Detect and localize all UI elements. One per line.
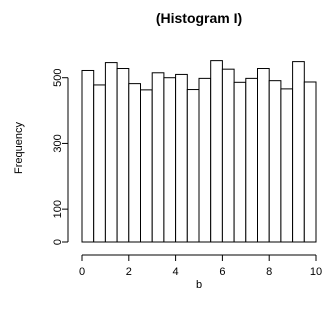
histogram-bar [257, 68, 270, 243]
histogram-bar [245, 77, 259, 243]
x-tick-label: 6 [219, 266, 225, 278]
x-tick-label: 0 [79, 266, 85, 278]
x-axis: 0 2 4 6 8 10 [79, 254, 322, 278]
bars-group [81, 60, 317, 243]
x-tick-label: 8 [266, 266, 272, 278]
histogram-bar [280, 88, 294, 243]
histogram-bar [116, 68, 130, 243]
histogram-bar [93, 84, 106, 243]
y-axis-label: Frequency [13, 122, 25, 174]
histogram-bar [221, 68, 235, 243]
histogram-bar [292, 61, 305, 243]
y-tick-label: 500 [52, 69, 64, 87]
histogram-bar [198, 77, 212, 243]
histogram-bar [140, 89, 153, 243]
histogram-bar [104, 62, 118, 243]
histogram-bar [151, 72, 165, 243]
y-tick-label: 300 [52, 134, 64, 152]
histogram-bar [268, 80, 282, 243]
histogram-bar [128, 83, 142, 243]
histogram-bar [233, 81, 247, 243]
histogram-bar [81, 69, 95, 243]
histogram-bar [303, 81, 317, 243]
histogram-bar [186, 89, 200, 243]
x-tick-label: 2 [126, 266, 132, 278]
x-tick-label: 4 [173, 266, 179, 278]
histogram-bar [175, 73, 188, 243]
x-axis-label: b [196, 279, 202, 291]
y-axis: 0 100 300 500 [52, 69, 69, 245]
histogram-bar [163, 77, 177, 243]
x-tick-label: 10 [310, 266, 322, 278]
histogram-bar [210, 60, 223, 243]
chart-title: (Histogram I) [156, 10, 242, 26]
y-tick-label: 100 [52, 200, 64, 218]
y-tick-label: 0 [52, 239, 64, 245]
